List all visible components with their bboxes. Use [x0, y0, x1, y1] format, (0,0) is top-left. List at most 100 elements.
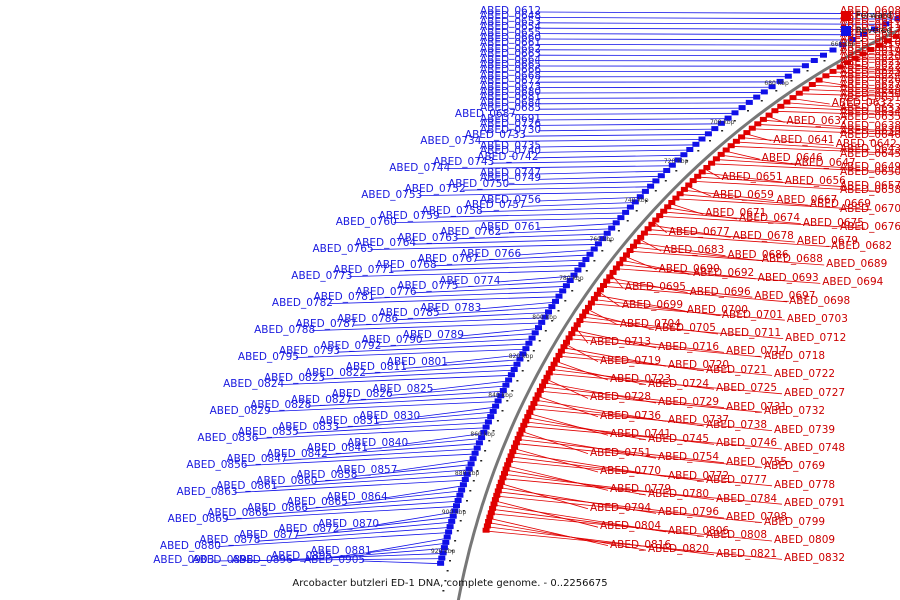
reverse-gene-leader: [281, 374, 515, 385]
forward-gene-leader: [545, 373, 783, 395]
forward-gene-label: ABED_0794: [590, 501, 652, 514]
reverse-gene-leader: [537, 92, 768, 94]
reverse-gene-leader: [537, 38, 857, 41]
reverse-gene-label: ABED_0877: [238, 528, 300, 541]
forward-gene-leader: [502, 469, 647, 496]
forward-gene-label: ABED_0784: [716, 492, 778, 505]
forward-gene-leader: [660, 211, 801, 224]
legend-forward: Forward: [840, 8, 892, 23]
reverse-gene-feature: [631, 199, 639, 205]
reverse-gene-feature: [622, 209, 630, 215]
ruler-dot: [571, 290, 574, 292]
forward-swatch: [840, 10, 851, 21]
reverse-gene-leader: [267, 401, 502, 412]
legend-reverse-label: Reverse: [855, 25, 892, 36]
forward-gene-leader: [568, 333, 725, 353]
reverse-gene-feature: [860, 31, 868, 37]
reverse-gene-leader: [234, 479, 469, 493]
forward-gene-feature: [759, 116, 767, 122]
forward-gene-feature: [603, 278, 611, 284]
reverse-gene-leader: [412, 238, 607, 245]
forward-gene-label: ABED_0728: [590, 391, 652, 404]
reverse-gene-feature: [451, 508, 459, 514]
reverse-gene-leader: [364, 437, 486, 450]
forward-gene-label: ABED_0695: [624, 281, 686, 293]
forward-gene-leader: [522, 421, 715, 445]
reverse-gene-leader: [349, 270, 582, 277]
reverse-gene-leader: [417, 406, 500, 418]
reverse-gene-leader: [324, 442, 483, 456]
reverse-gene-leader: [436, 212, 630, 218]
forward-gene-leader: [493, 495, 763, 523]
forward-gene-feature: [530, 401, 538, 406]
reverse-gene-label: ABED_0825: [372, 383, 434, 395]
reverse-gene-leader: [250, 552, 447, 562]
forward-gene-leader: [851, 58, 900, 61]
ruler-dot: [496, 420, 499, 422]
forward-gene-feature: [526, 409, 534, 415]
forward-gene-leader: [514, 438, 725, 464]
forward-gene-feature: [528, 405, 536, 411]
reverse-gene-label: ABED_0829: [209, 404, 271, 417]
forward-gene-feature: [590, 296, 598, 302]
forward-gene-label: ABED_0689: [826, 258, 888, 270]
forward-gene-feature: [576, 318, 584, 323]
reverse-gene-label: ABED_0840: [347, 437, 409, 449]
forward-gene-label: ABED_0632: [831, 97, 893, 109]
reverse-gene-leader: [537, 144, 700, 148]
ruler-dot: [617, 230, 620, 232]
forward-gene-label: ABED_0737: [668, 414, 730, 427]
forward-gene-feature: [844, 60, 851, 66]
forward-gene-label: ABED_0798: [726, 511, 788, 523]
forward-gene-leader: [518, 429, 589, 454]
reverse-gene-leader: [537, 102, 753, 105]
reverse-gene-label: ABED_0648: [480, 10, 542, 23]
reverse-gene-leader: [344, 490, 466, 504]
forward-gene-label: ABED_0724: [648, 377, 710, 390]
reverse-gene-label: ABED_0790: [361, 334, 423, 347]
forward-gene-label: ABED_0712: [785, 331, 847, 344]
forward-gene-leader: [616, 263, 756, 280]
forward-gene-feature: [743, 130, 751, 136]
reverse-gene-feature: [505, 377, 513, 383]
reverse-gene-feature: [894, 16, 900, 22]
forward-gene-feature: [815, 77, 823, 83]
forward-gene-label: ABED_0620: [840, 51, 900, 63]
reverse-gene-feature: [442, 539, 450, 545]
ruler-dot: [501, 410, 504, 412]
forward-gene-feature: [582, 309, 590, 315]
forward-gene-feature: [712, 156, 720, 162]
tick-label: 820 kbp: [508, 353, 534, 360]
reverse-gene-feature: [882, 21, 890, 27]
forward-gene-label: ABED_0777: [706, 474, 768, 487]
reverse-gene-feature: [652, 178, 660, 184]
ruler-dot: [564, 300, 567, 302]
ruler-dot: [469, 490, 472, 492]
tick-label: 900 kbp: [441, 509, 467, 516]
reverse-gene-leader: [348, 390, 507, 402]
forward-gene-leader: [482, 530, 783, 560]
forward-gene-label: ABED_0677: [668, 225, 730, 238]
forward-gene-leader: [570, 329, 657, 349]
ruler-dot: [488, 440, 491, 442]
forward-gene-label: ABED_0624: [840, 69, 900, 82]
reverse-gene-feature: [724, 115, 732, 121]
forward-gene-feature: [504, 462, 512, 468]
reverse-gene-leader: [375, 511, 459, 526]
reverse-gene-feature: [507, 372, 515, 378]
forward-gene-label: ABED_0705: [654, 322, 716, 335]
reverse-gene-leader: [537, 107, 746, 110]
reverse-gene-label: ABED_0665: [480, 59, 542, 71]
forward-gene-feature: [486, 514, 494, 520]
reverse-gene-feature: [459, 482, 467, 488]
ruler-dot: [806, 70, 809, 72]
reverse-gene-feature: [566, 278, 574, 283]
reverse-gene-label: ABED_0766: [460, 248, 522, 260]
forward-gene-leader: [603, 281, 753, 298]
forward-gene-label: ABED_0696: [689, 285, 751, 298]
reverse-gene-feature: [519, 351, 527, 357]
reverse-gene-label: ABED_0905: [304, 554, 366, 566]
forward-gene-label: ABED_0649: [840, 161, 900, 174]
forward-gene-feature: [573, 322, 581, 328]
forward-gene-label: ABED_0682: [830, 239, 893, 252]
